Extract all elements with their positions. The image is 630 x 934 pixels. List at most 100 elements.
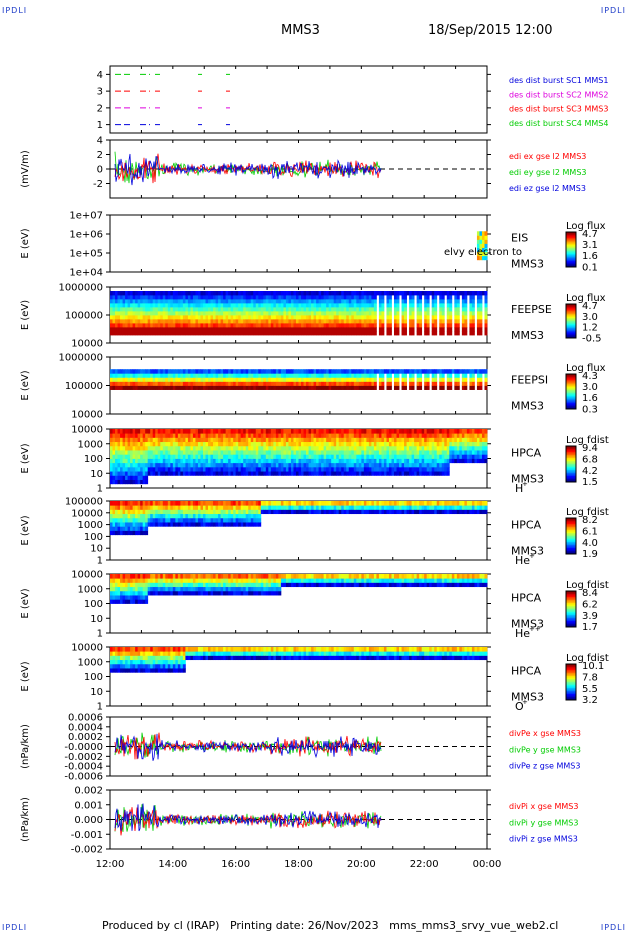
heatmap-cell <box>441 311 445 316</box>
heatmap-cell <box>120 303 123 308</box>
heatmap-cell <box>230 513 234 519</box>
heatmap-cell <box>213 323 216 328</box>
heatmap-cell <box>152 471 156 476</box>
heatmap-cell <box>283 381 287 386</box>
heatmap-cell <box>449 299 453 304</box>
heatmap-cell <box>449 509 453 515</box>
heatmap-cell <box>175 331 179 336</box>
heatmap-cell <box>456 319 460 324</box>
heatmap-cell <box>388 441 392 447</box>
heatmap-cell <box>238 307 242 312</box>
heatmap-cell <box>313 373 317 378</box>
heatmap-cell <box>424 429 428 434</box>
heatmap-cell <box>245 299 249 304</box>
heatmap-cell <box>331 331 335 336</box>
heatmap-cell <box>358 458 362 464</box>
heatmap-cell <box>130 526 134 531</box>
heatmap-cell <box>366 462 370 468</box>
heatmap-cell <box>187 517 191 523</box>
heatmap-cell <box>112 513 116 519</box>
heatmap-cell <box>295 331 299 336</box>
heatmap-cell <box>120 466 123 472</box>
heatmap-cell <box>150 433 154 438</box>
heatmap-cell <box>383 458 387 464</box>
heatmap-cell <box>172 454 176 459</box>
heatmap-cell <box>250 458 254 464</box>
heatmap-cell <box>147 377 151 382</box>
heatmap-cell <box>115 466 118 472</box>
heatmap-cell <box>278 450 282 455</box>
heatmap-cell <box>366 377 370 382</box>
heatmap-cell <box>323 458 327 464</box>
heatmap-cell <box>125 462 128 468</box>
heatmap-cell <box>313 437 317 443</box>
heatmap-cell <box>162 462 166 468</box>
legend-entry: des dist burst SC3 MMS3 <box>509 105 608 114</box>
heatmap-cell <box>200 441 204 447</box>
heatmap-cell <box>263 458 267 464</box>
heatmap-cell <box>449 445 453 451</box>
heatmap-cell <box>358 291 362 296</box>
heatmap-cell <box>273 319 277 324</box>
heatmap-cell <box>416 454 420 459</box>
heatmap-cell <box>185 327 189 332</box>
heatmap-cell <box>476 450 480 455</box>
heatmap-cell <box>366 299 370 304</box>
heatmap-cell <box>215 373 219 378</box>
heatmap-cell <box>434 291 438 296</box>
heatmap-cell <box>197 441 201 447</box>
colorbar-segment <box>566 385 576 388</box>
heatmap-cell <box>401 369 405 374</box>
heatmap-cell <box>388 466 392 472</box>
heatmap-cell <box>182 319 186 324</box>
heatmap-cell <box>142 369 146 374</box>
heatmap-cell <box>429 450 433 455</box>
heatmap-cell <box>409 311 412 316</box>
heatmap-cell <box>263 291 267 296</box>
heatmap-cell <box>195 369 199 374</box>
heatmap-cell <box>160 373 164 378</box>
heatmap-cell <box>479 450 483 455</box>
heatmap-cell <box>218 311 221 316</box>
heatmap-cell <box>245 303 249 308</box>
y-tick-label: 2 <box>97 103 103 114</box>
heatmap-cell <box>137 479 141 485</box>
heatmap-cell <box>142 323 146 328</box>
heatmap-cell <box>481 255 485 261</box>
heatmap-cell <box>260 377 264 382</box>
heatmap-cell <box>248 315 252 320</box>
heatmap-cell <box>411 441 415 447</box>
heatmap-cell <box>391 501 395 506</box>
heatmap-cell <box>177 513 181 519</box>
heatmap-cell <box>120 437 123 443</box>
heatmap-cell <box>326 445 330 451</box>
heatmap-cell <box>278 429 282 434</box>
heatmap-cell <box>202 369 206 374</box>
heatmap-cell <box>228 381 232 386</box>
heatmap-cell <box>459 458 463 464</box>
heatmap-cell <box>130 471 134 476</box>
heatmap-cell <box>110 295 113 300</box>
heatmap-cell <box>140 517 144 523</box>
heatmap-cell <box>446 466 450 472</box>
heatmap-cell <box>303 311 307 316</box>
heatmap-cell <box>255 454 259 459</box>
colorbar-segment <box>566 395 576 398</box>
colorbar-tick-label: 0.3 <box>582 404 598 415</box>
heatmap-cell <box>331 319 335 324</box>
heatmap-cell <box>316 450 320 455</box>
heatmap-cell <box>228 513 232 519</box>
heatmap-cell <box>248 505 252 510</box>
heatmap-cell <box>213 369 216 374</box>
heatmap-cell <box>177 319 181 324</box>
heatmap-cell <box>424 311 428 316</box>
heatmap-cell <box>218 441 221 447</box>
heatmap-cell <box>404 445 407 451</box>
heatmap-cell <box>145 526 149 531</box>
heatmap-cell <box>137 311 141 316</box>
heatmap-cell <box>464 458 468 464</box>
heatmap-cell <box>336 303 340 308</box>
heatmap-cell <box>240 433 244 438</box>
heatmap-cell <box>353 458 357 464</box>
heatmap-cell <box>303 299 307 304</box>
